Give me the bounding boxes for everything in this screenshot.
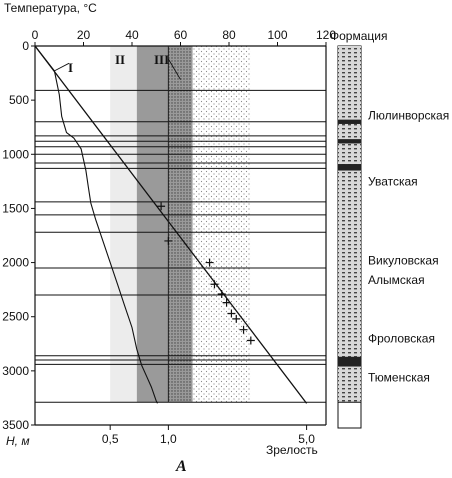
- axis-ticks: 0 20 40 60 80 100 120 0 500 1000 1500 2000 2500 3000 3…: [2, 28, 336, 446]
- curve-label-II: II: [115, 52, 125, 67]
- formation-label-3: Викуловская: [368, 253, 439, 267]
- maturity-point-5: [217, 289, 226, 298]
- formation-dark-band-1: [338, 119, 361, 124]
- curve-I-leader: [54, 62, 70, 72]
- maturity-tick-label: 0,5: [102, 432, 119, 446]
- curve-label-I: I: [68, 60, 73, 75]
- formation-dark-band-2: [338, 139, 361, 144]
- depth-axis-title-text: H, м: [6, 434, 30, 448]
- curve-label-III: III: [154, 52, 169, 67]
- formation-dark-band-3: [338, 164, 361, 171]
- maturity-axis-title: Зрелость: [266, 443, 318, 457]
- maturity-point-3: [205, 258, 214, 267]
- temperature-tick-label: 0: [32, 28, 39, 42]
- curves: [34, 45, 308, 404]
- formation-label-6: Тюменская: [368, 370, 430, 384]
- depth-tick-label: 0: [22, 39, 29, 53]
- temperature-tick-label: 20: [77, 28, 91, 42]
- temperature-tick-label: 120: [316, 28, 336, 42]
- formation-label-2: Уватская: [368, 174, 418, 188]
- formation-dark-band-4: [338, 356, 361, 367]
- formation-labels: Люлинворская Уватская Викуловская Алымская Ф…: [368, 108, 449, 384]
- formation-column-fill: [338, 46, 361, 403]
- temperature-tick-label: 40: [125, 28, 139, 42]
- maturity-point-2: [164, 236, 173, 245]
- depth-axis-title: H, м: [6, 434, 30, 448]
- temperature-tick-label: 100: [267, 28, 287, 42]
- maturity-point-8: [232, 314, 241, 323]
- depth-tick-label: 1000: [2, 147, 29, 161]
- curve-III-leader: [167, 58, 181, 80]
- maturity-point-7: [227, 309, 236, 318]
- depth-tick-label: 2500: [2, 310, 29, 324]
- formation-column-markers: [338, 119, 361, 403]
- depth-tick-label: 1500: [2, 201, 29, 215]
- maturity-point-1: [157, 202, 166, 211]
- curve-I-line: [34, 45, 158, 404]
- panel-label: А: [175, 458, 187, 475]
- maturity-tick-label: 5,0: [298, 432, 315, 446]
- formation-label-5: Фроловская: [368, 331, 435, 345]
- depth-tick-label: 500: [9, 93, 29, 107]
- maturity-point-4: [210, 280, 219, 289]
- maturity-point-9: [239, 325, 248, 334]
- temperature-axis-title: Температура, °С: [4, 1, 97, 15]
- formation-header: Формация: [330, 29, 387, 43]
- formation-label-1: Люлинворская: [368, 108, 449, 122]
- formation-boundaries: [35, 89, 326, 403]
- maturity-zone-1: [110, 46, 137, 403]
- maturity-point-6: [222, 298, 231, 307]
- maturity-zone-4: [192, 46, 251, 403]
- depth-tick-label: 3500: [2, 418, 29, 432]
- curve-II-line: [34, 45, 308, 404]
- temperature-tick-label: 80: [222, 28, 236, 42]
- formation-label-4: Алымская: [368, 273, 425, 287]
- maturity-zones: [110, 46, 251, 403]
- maturity-point-10: [246, 336, 255, 345]
- depth-tick-label: 3000: [2, 364, 29, 378]
- maturity-zone-3: [168, 46, 193, 403]
- maturity-tick-label: 1,0: [160, 432, 177, 446]
- depth-tick-label: 2000: [2, 256, 29, 270]
- temperature-tick-label: 60: [174, 28, 188, 42]
- maturity-zone-2: [136, 46, 169, 403]
